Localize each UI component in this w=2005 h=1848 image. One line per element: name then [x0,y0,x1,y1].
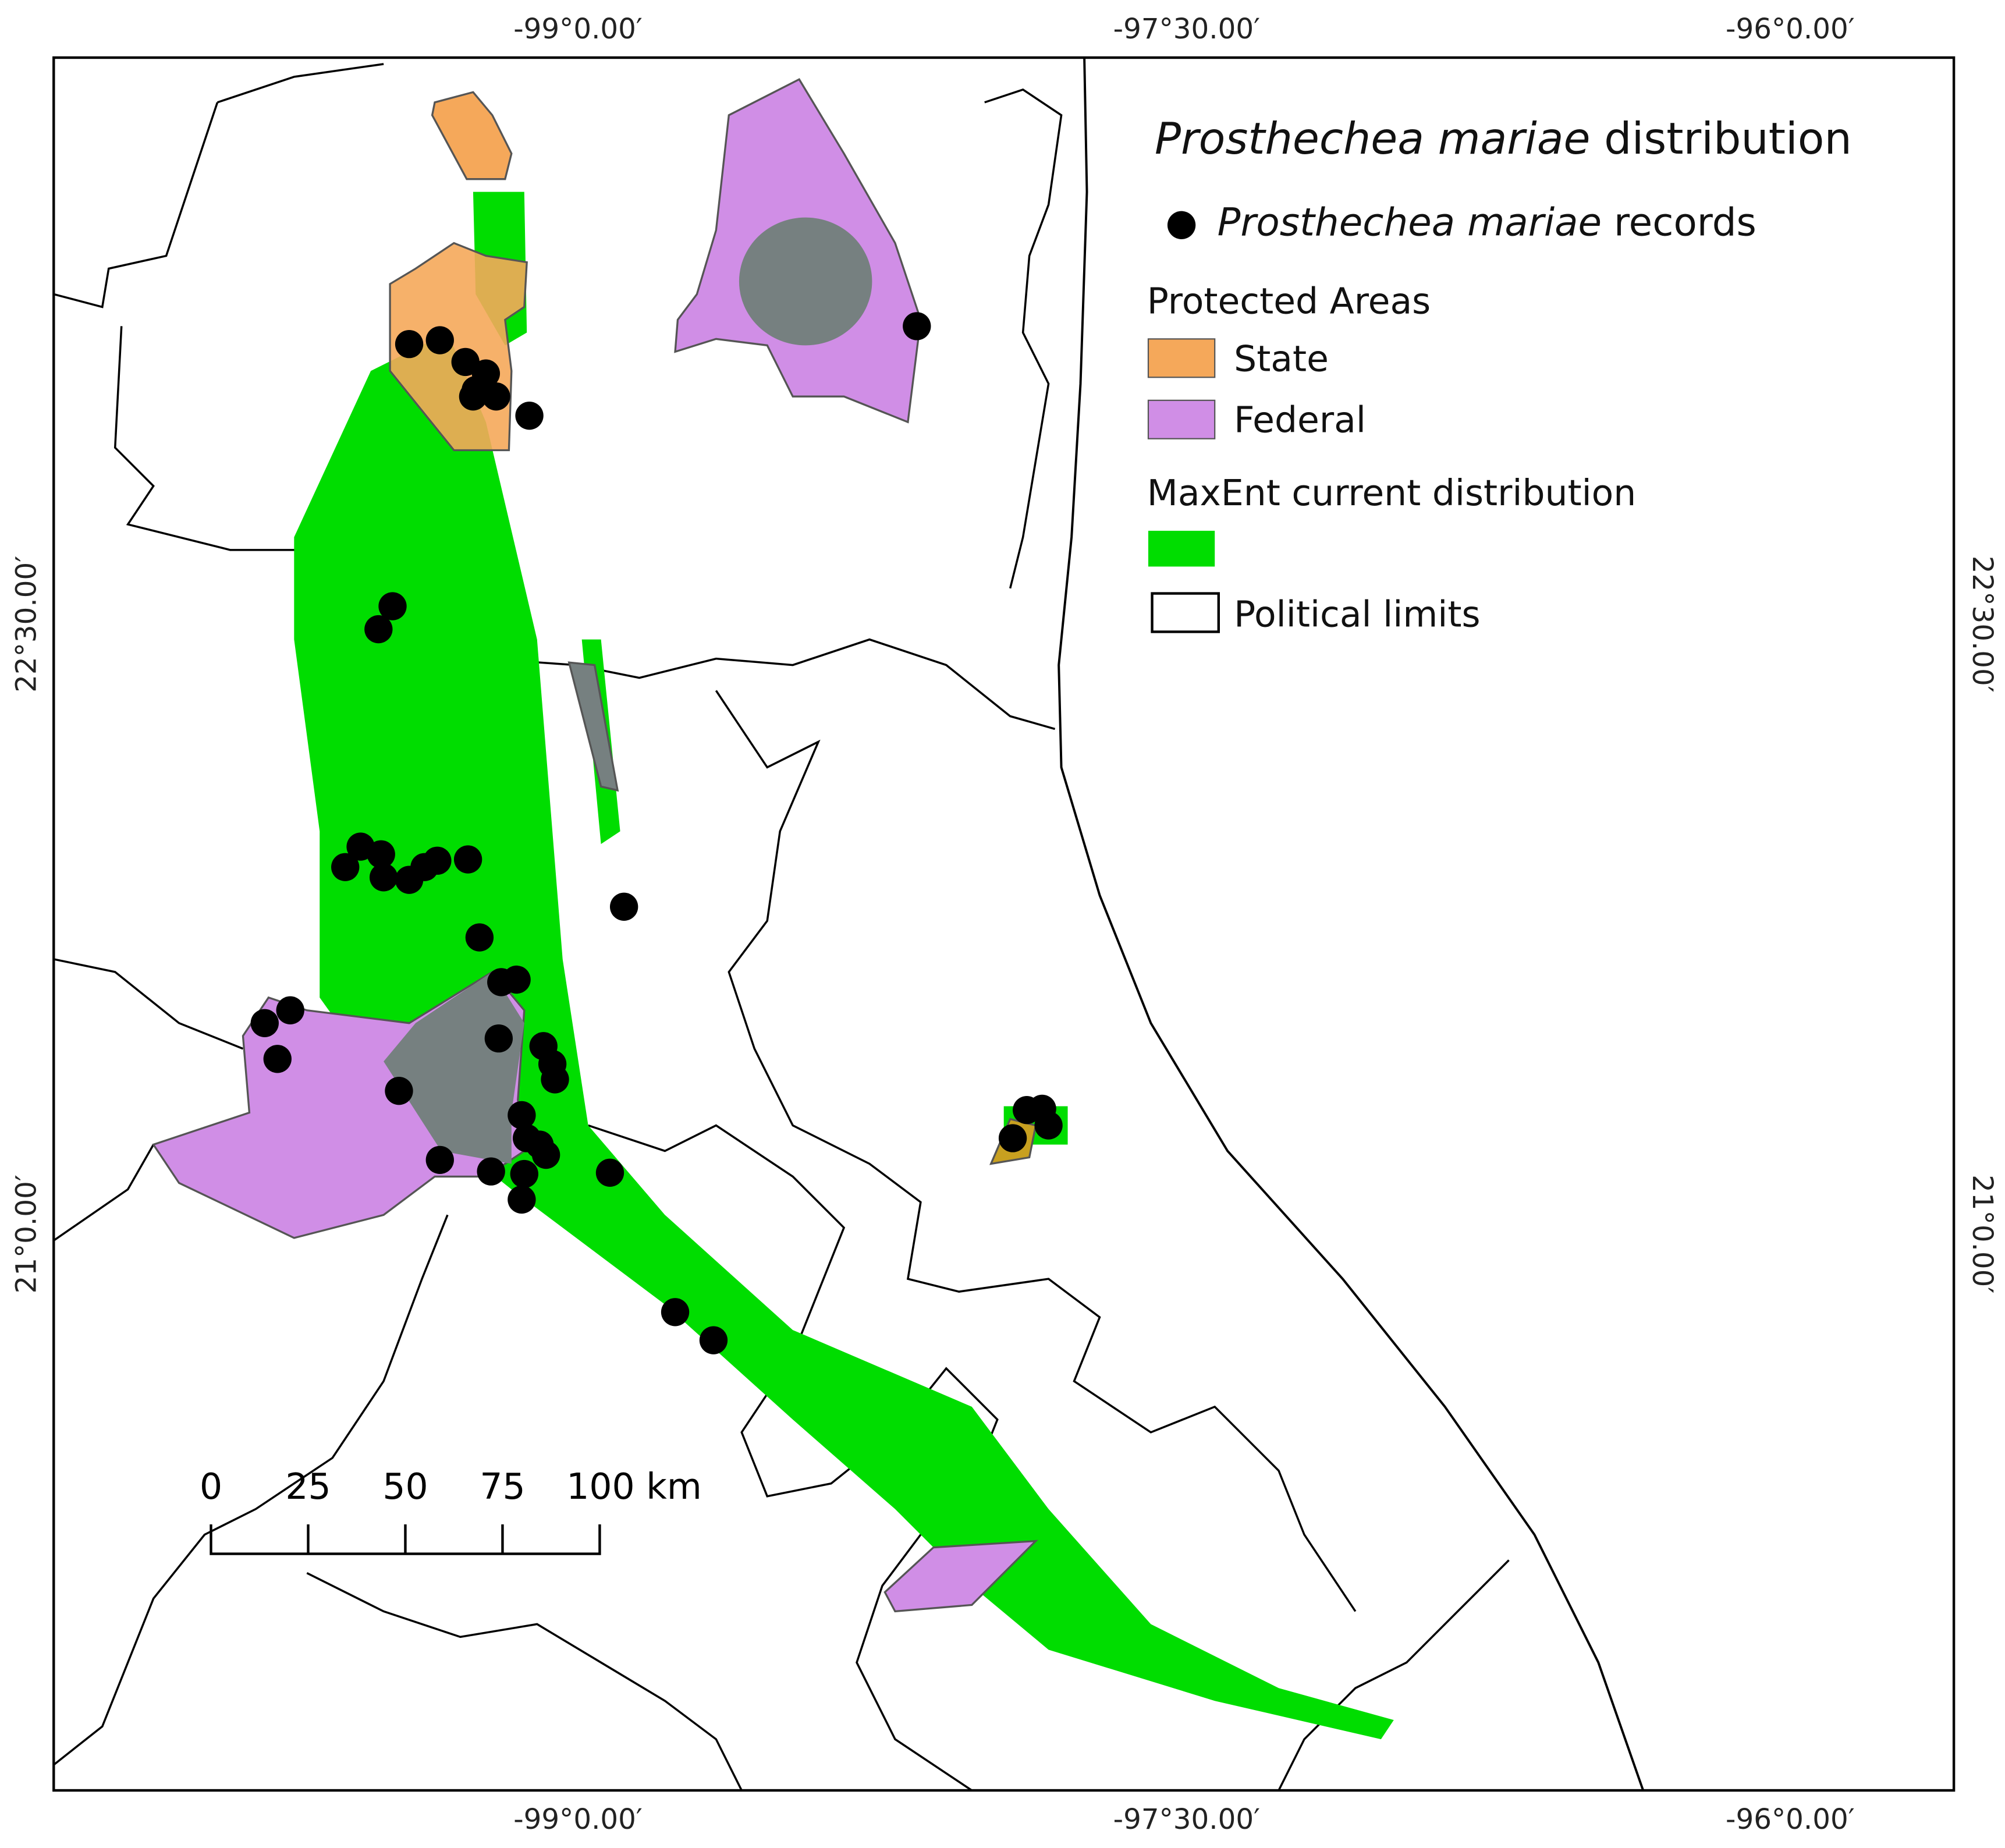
scale-label: 25 [285,1466,331,1508]
legend: Prosthechea mariae distribution Prosthec… [1147,113,1852,636]
record-point [998,1124,1027,1152]
record-point [541,1065,569,1094]
state-swatch [1147,338,1216,378]
longitude-label: -99°0.00′ [513,13,643,45]
record-point [263,1045,292,1073]
latitude-label: 22°30.00′ [1966,556,1999,693]
record-point [395,329,424,359]
scale-label: 0 [200,1466,222,1508]
record-point [378,592,407,620]
species-name: Prosthechea mariae [1218,200,1602,244]
record-point [595,1158,624,1187]
scale-label: 75 [480,1466,525,1508]
record-point [531,1140,560,1169]
federal-swatch [1147,399,1216,439]
legend-heading: MaxEnt current distribution [1147,472,1637,514]
record-point [610,892,638,921]
coastline [1057,57,1645,1791]
map-area [53,57,1645,1792]
record-point [903,312,931,340]
record-point [451,347,480,377]
record-point [459,382,488,411]
record-point [369,863,398,892]
scale-bar: 0 25 50 75 100 km [200,1466,702,1555]
longitude-label: -96°0.00′ [1726,1803,1855,1836]
record-point [661,1298,690,1326]
records-suffix: records [1614,200,1756,244]
longitude-label: -97°30.00′ [1113,1803,1260,1836]
record-point [425,1145,454,1175]
longitude-label: -99°0.00′ [513,1803,643,1836]
record-point [423,846,452,875]
record-point [425,326,454,354]
legend-item: State [1234,338,1329,379]
coordinate-labels: -99°0.00′ -97°30.00′ -96°0.00′ -99°0.00′… [10,13,1999,1836]
scale-bar-line [210,1524,601,1555]
record-point [276,996,304,1024]
legend-heading: Protected Areas [1147,280,1431,322]
record-point [331,853,360,881]
political-swatch [1151,592,1220,633]
legend-item: Federal [1234,399,1366,441]
record-point [1034,1111,1063,1140]
latitude-label: 21°0.00′ [1966,1175,1999,1293]
maxent-swatch [1148,530,1215,567]
record-point [477,1157,505,1186]
legend-title: Prosthechea mariae distribution [1155,113,1852,164]
record-point [699,1326,728,1354]
record-point [453,845,482,874]
legend-item: Political limits [1234,594,1480,636]
records [250,312,1063,1354]
scale-label: 50 [382,1466,428,1508]
map-frame [52,56,1956,1792]
record-point [250,1009,279,1037]
record-point [465,923,494,952]
species-name: Prosthechea mariae [1155,113,1590,164]
latitude-label: 21°0.00′ [10,1175,43,1293]
longitude-label: -97°30.00′ [1113,13,1260,45]
latitude-label: 22°30.00′ [10,556,43,693]
record-point [510,1159,538,1189]
scale-label: 100 km [566,1466,701,1508]
records-label: Prosthechea mariae records [1218,200,1756,244]
record-point [502,965,531,994]
record-point [515,401,544,430]
record-point [367,840,395,868]
title-suffix: distribution [1604,113,1852,164]
record-point [385,1077,413,1105]
record-point [364,615,393,644]
longitude-label: -96°0.00′ [1726,13,1855,45]
record-point [508,1185,536,1214]
records-symbol [1167,211,1196,239]
record-point [508,1101,536,1130]
record-point [482,382,510,411]
record-point [484,1024,513,1053]
